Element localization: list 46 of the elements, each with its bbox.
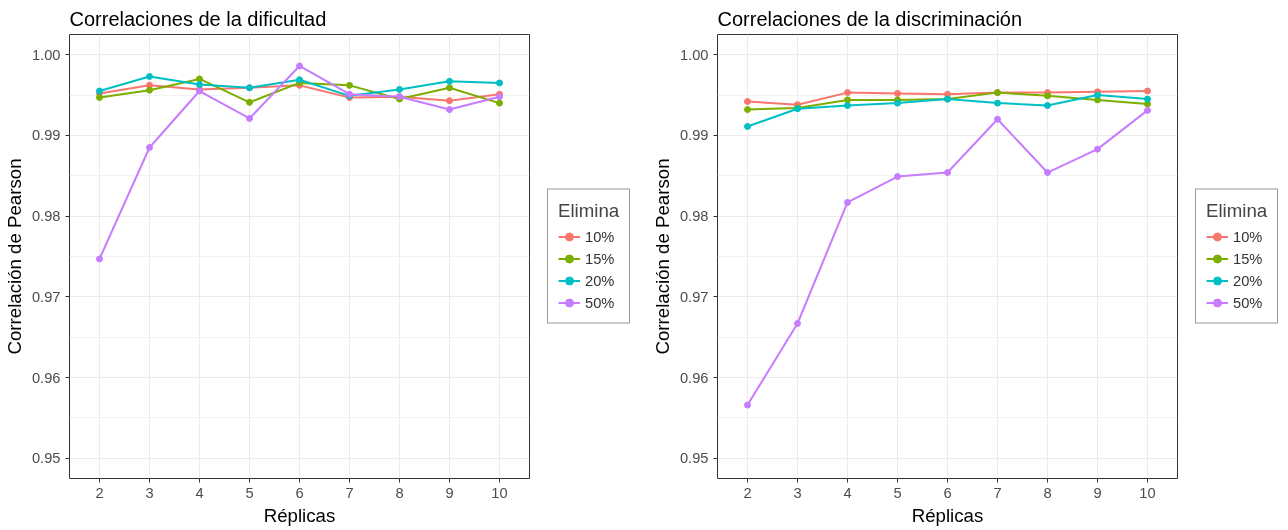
x-tick-label: 6 [943,484,952,501]
x-axis-title: Réplicas [263,504,336,526]
x-tick-label: 4 [195,484,204,501]
legend-label: 20% [1233,272,1263,289]
legend-label: 15% [585,250,615,267]
x-tick-label: 10 [1139,484,1156,501]
chart-title: Correlaciones de la discriminación [717,7,1023,30]
y-tick-label: 0.97 [679,288,709,305]
x-tick-label: 5 [893,484,902,501]
legend-label: 15% [1233,250,1263,267]
x-axis-title: Réplicas [911,504,984,526]
y-tick-label: 0.99 [31,127,61,144]
y-axis-title: Correlación de Pearson [651,158,673,355]
chart-title: Correlaciones de la dificultad [69,7,327,30]
legend-title: Elimina [1206,199,1268,222]
x-tick-label: 8 [1043,484,1052,501]
y-tick-label: 1.00 [31,46,61,63]
y-tick-label: 0.96 [31,369,61,386]
legend-label: 20% [585,272,615,289]
legend-title: Elimina [558,199,620,222]
x-tick-label: 6 [295,484,304,501]
x-tick-label: 3 [145,484,154,501]
x-tick-label: 10 [491,484,508,501]
legend-label: 50% [1233,294,1263,311]
x-tick-label: 3 [793,484,802,501]
y-tick-label: 0.98 [31,208,61,225]
legend-label: 10% [585,228,615,245]
legend-label: 10% [1233,228,1263,245]
x-tick-label: 5 [245,484,254,501]
y-tick-label: 1.00 [679,46,709,63]
y-tick-label: 0.95 [31,450,61,467]
y-tick-label: 0.95 [679,450,709,467]
x-tick-label: 2 [95,484,104,501]
x-tick-label: 8 [395,484,404,501]
x-tick-label: 7 [345,484,354,501]
x-tick-label: 9 [1093,484,1102,501]
y-tick-label: 0.96 [679,369,709,386]
x-tick-label: 7 [993,484,1002,501]
x-tick-label: 2 [743,484,752,501]
y-tick-label: 0.97 [31,288,61,305]
x-tick-label: 9 [445,484,454,501]
x-tick-label: 4 [843,484,852,501]
y-tick-label: 0.98 [679,208,709,225]
y-tick-label: 0.99 [679,127,709,144]
y-axis-title: Correlación de Pearson [3,158,25,355]
legend-label: 50% [585,294,615,311]
